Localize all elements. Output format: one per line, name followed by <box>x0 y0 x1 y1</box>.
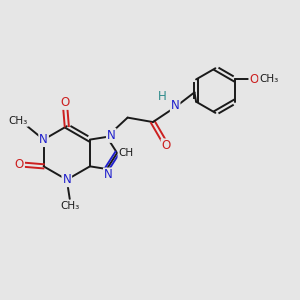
Text: N: N <box>171 99 179 112</box>
Text: CH₃: CH₃ <box>259 74 278 84</box>
Text: CH: CH <box>118 148 134 158</box>
Text: O: O <box>61 96 70 109</box>
Text: N: N <box>62 173 71 186</box>
Text: O: O <box>249 73 259 86</box>
Text: N: N <box>104 169 113 182</box>
Text: CH₃: CH₃ <box>9 116 28 126</box>
Text: CH₃: CH₃ <box>61 201 80 211</box>
Text: N: N <box>39 133 48 146</box>
Text: O: O <box>15 158 24 171</box>
Text: O: O <box>162 139 171 152</box>
Text: H: H <box>158 90 166 103</box>
Text: N: N <box>107 129 116 142</box>
